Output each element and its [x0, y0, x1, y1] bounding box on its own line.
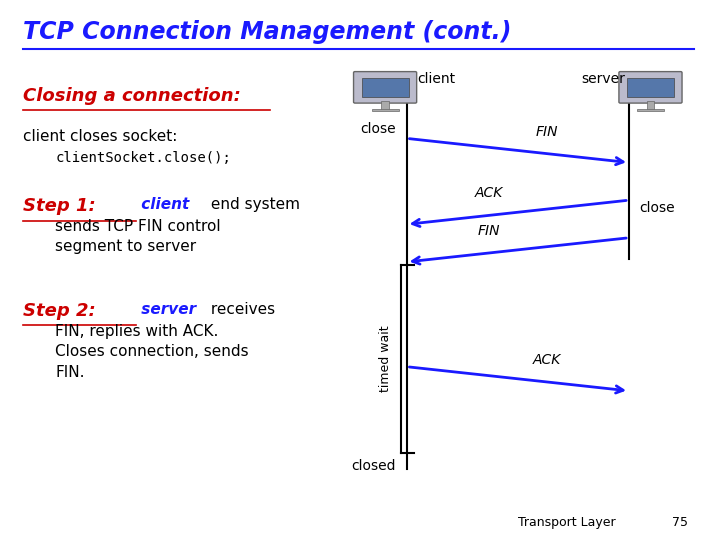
Bar [627, 78, 674, 98]
Bar [637, 109, 664, 111]
Text: client: client [136, 198, 189, 212]
Text: server: server [582, 72, 626, 86]
Text: close: close [639, 201, 675, 215]
Text: Transport Layer: Transport Layer [518, 516, 616, 529]
Text: server: server [136, 302, 197, 317]
Text: client closes socket:: client closes socket: [23, 129, 177, 144]
FancyBboxPatch shape [354, 72, 417, 103]
Text: end system: end system [206, 198, 300, 212]
Text: Closing a connection:: Closing a connection: [23, 87, 240, 105]
Text: FIN: FIN [478, 224, 500, 238]
Text: Closes connection, sends: Closes connection, sends [55, 344, 249, 359]
Text: sends TCP FIN control: sends TCP FIN control [55, 219, 221, 234]
Text: 75: 75 [672, 516, 688, 529]
Text: receives: receives [206, 302, 275, 317]
FancyBboxPatch shape [619, 72, 682, 103]
Text: TCP Connection Management (cont.): TCP Connection Management (cont.) [23, 20, 511, 44]
Text: ACK: ACK [475, 186, 503, 200]
Text: FIN: FIN [535, 125, 558, 139]
Text: ACK: ACK [532, 353, 561, 367]
Text: Step 1:: Step 1: [23, 198, 96, 215]
Text: FIN.: FIN. [55, 364, 85, 380]
Bar [382, 102, 389, 110]
Text: closed: closed [351, 459, 396, 473]
Text: segment to server: segment to server [55, 239, 197, 254]
Text: FIN, replies with ACK.: FIN, replies with ACK. [55, 323, 219, 339]
Text: timed wait: timed wait [379, 325, 392, 392]
Bar [361, 78, 408, 98]
Text: close: close [360, 122, 396, 136]
Bar [372, 109, 399, 111]
Text: Step 2:: Step 2: [23, 302, 96, 320]
Bar [647, 102, 654, 110]
Text: clientSocket.close();: clientSocket.close(); [55, 151, 231, 165]
Text: client: client [418, 72, 456, 86]
